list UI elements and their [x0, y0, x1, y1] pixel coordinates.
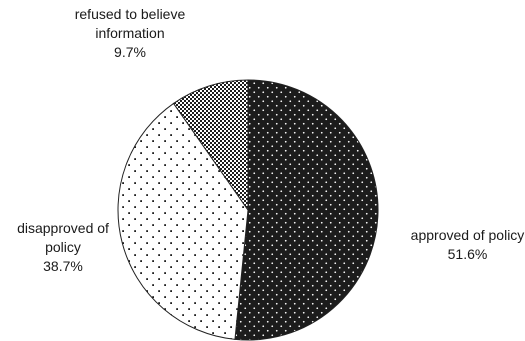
slice-label-refused-line2: information: [95, 25, 165, 41]
slice-label-refused: refused to believe information 9.7%: [40, 5, 220, 62]
slice-value-refused: 9.7%: [114, 44, 146, 60]
slice-value-approved: 51.6%: [447, 246, 488, 262]
slice-value-disapproved: 38.7%: [43, 258, 83, 274]
pie-slice-disapproved: [117, 102, 249, 340]
slice-label-refused-line1: refused to believe: [74, 6, 186, 22]
slice-label-disapproved-line2: policy: [45, 239, 81, 255]
pie-slice-refused: [172, 79, 249, 212]
slice-label-disapproved: disapproved of policy 38.7%: [0, 219, 126, 276]
slice-label-disapproved-line1: disapproved of: [17, 220, 109, 236]
slice-label-approved-text: approved of policy: [410, 227, 525, 243]
pie-slice-approved: [234, 79, 379, 341]
slice-label-approved: approved of policy 51.6%: [395, 226, 525, 264]
